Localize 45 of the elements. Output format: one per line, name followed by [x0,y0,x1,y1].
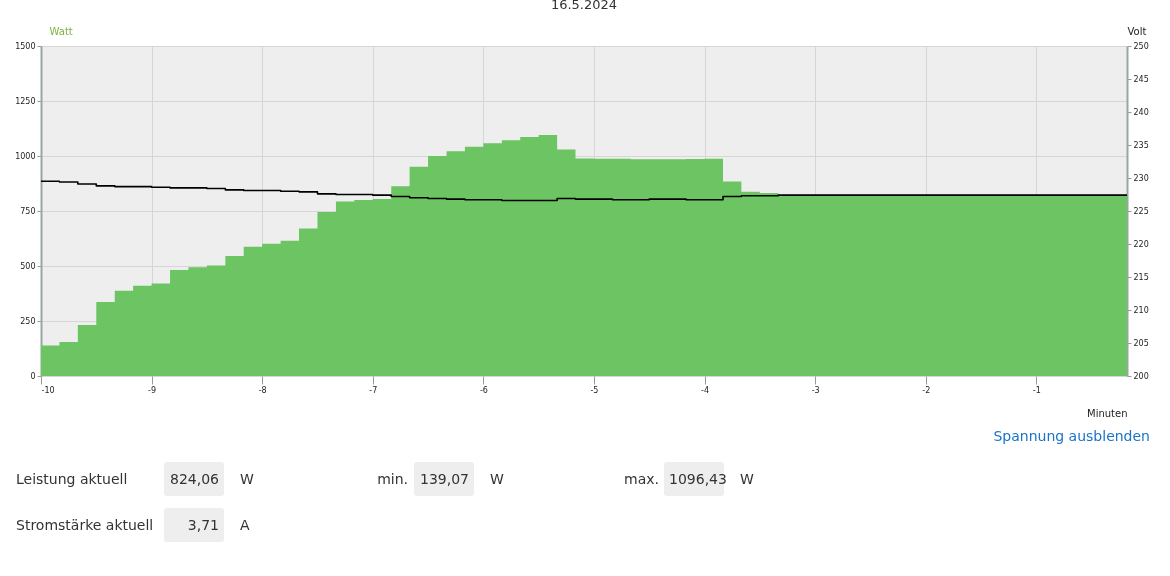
text: max. [624,471,660,487]
y-tick-label: 250 [20,316,36,326]
y-tick-label: 750 [20,206,36,216]
text: 3,71 [164,508,224,542]
text: W [239,471,255,487]
x-tick-label: -5 [590,385,599,395]
x-tick-label: -2 [922,385,931,395]
y-tick-label: 1000 [15,151,36,161]
y2-tick-label: 200 [1133,371,1149,381]
text: Stromstärke aktuell [16,517,155,533]
y-tick-label: 500 [20,261,36,271]
text: min. [376,471,409,487]
text: W [489,471,505,487]
x-tick-label: -7 [369,385,378,395]
x-tick-label: -8 [258,385,267,395]
y2-tick-label: 235 [1133,140,1149,150]
y-tick-label: 0 [30,371,36,381]
x-tick-label: -10 [41,385,55,395]
text: Leistung aktuell [16,471,129,487]
text: 1096,43 [664,462,727,496]
y2-tick-label: 205 [1133,338,1149,348]
x-tick-label: -4 [701,385,710,395]
text: W [740,471,754,487]
x-tick-label: -3 [811,385,820,395]
y2-tick-label: 230 [1133,173,1149,183]
text: Spannung ausblenden [993,428,1150,444]
y2-tick-label: 245 [1133,74,1149,84]
y2-tick-label: 215 [1133,272,1149,282]
y-axis-title: Watt [49,25,73,37]
y2-tick-label: 240 [1133,107,1149,117]
chart-title: 16.5.2024 [550,0,618,12]
x-axis-title: Minuten [1087,407,1128,419]
y2-tick-label: 210 [1133,305,1149,315]
text: 139,07 [414,462,474,496]
y-tick-label: 1500 [15,41,36,51]
text: 824,06 [164,462,224,496]
x-tick-label: -6 [479,385,488,395]
x-tick-label: -9 [148,385,157,395]
y2-tick-label: 250 [1133,41,1149,51]
y2-tick-label: 225 [1133,206,1149,216]
y2-tick-label: 220 [1133,239,1149,249]
y-tick-label: 1250 [15,96,36,106]
y2-axis-title: Volt [1127,25,1147,37]
text: A [239,517,251,533]
x-tick-label: -1 [1032,385,1041,395]
